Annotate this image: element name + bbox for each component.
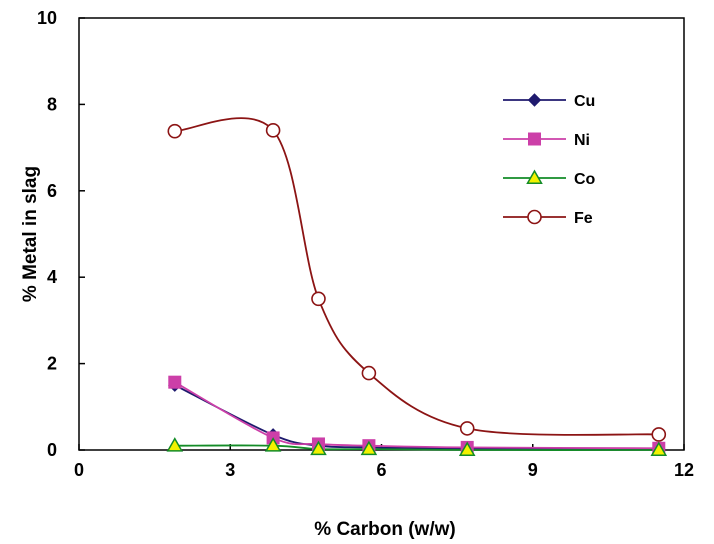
legend-label-cu: Cu bbox=[574, 93, 595, 110]
legend-marker-cu bbox=[527, 93, 542, 107]
x-tick-label: 6 bbox=[376, 460, 386, 480]
series-line-co bbox=[174, 444, 659, 451]
data-point-fe bbox=[167, 123, 183, 139]
x-tick-label: 0 bbox=[74, 460, 84, 480]
legend-label-fe: Fe bbox=[574, 210, 593, 227]
legend: Cu Ni Co Fe bbox=[503, 93, 596, 227]
legend-marker-co bbox=[526, 169, 543, 184]
data-point-co bbox=[650, 441, 668, 456]
x-tick-label: 9 bbox=[528, 460, 538, 480]
legend-label-co: Co bbox=[574, 171, 596, 188]
data-point-co bbox=[310, 440, 327, 456]
axes: 0 3 6 9 12 0 2 4 6 8 10 bbox=[37, 8, 694, 480]
y-axis-title: % Metal in slag bbox=[20, 166, 41, 302]
y-tick-label: 10 bbox=[37, 8, 57, 28]
series-line-ni bbox=[174, 381, 659, 450]
data-point-co bbox=[360, 440, 378, 456]
legend-label-ni: Ni bbox=[574, 132, 590, 149]
series-line-fe bbox=[174, 117, 659, 436]
y-tick-label: 0 bbox=[47, 440, 57, 460]
data-point-fe bbox=[459, 421, 475, 436]
series-markers bbox=[166, 123, 668, 456]
y-tick-label: 2 bbox=[47, 354, 57, 374]
legend-marker-fe bbox=[527, 209, 542, 225]
y-tick-label: 4 bbox=[47, 267, 57, 287]
data-point-co bbox=[458, 441, 476, 456]
x-tick-label: 3 bbox=[225, 460, 235, 480]
legend-marker-ni bbox=[528, 132, 541, 146]
y-tick-label: 6 bbox=[47, 181, 57, 201]
series-curves bbox=[174, 117, 659, 451]
x-axis-title: % Carbon (w/w) bbox=[314, 519, 455, 540]
data-point-fe bbox=[311, 291, 326, 307]
data-point-fe bbox=[361, 365, 377, 381]
data-point-co bbox=[166, 437, 184, 452]
data-point-fe bbox=[265, 123, 281, 138]
data-point-ni bbox=[168, 375, 182, 389]
y-tick-label: 8 bbox=[47, 94, 57, 114]
data-point-co bbox=[264, 437, 282, 452]
x-tick-label: 12 bbox=[674, 460, 694, 480]
series-line-cu bbox=[174, 384, 659, 451]
data-point-fe bbox=[651, 427, 667, 442]
